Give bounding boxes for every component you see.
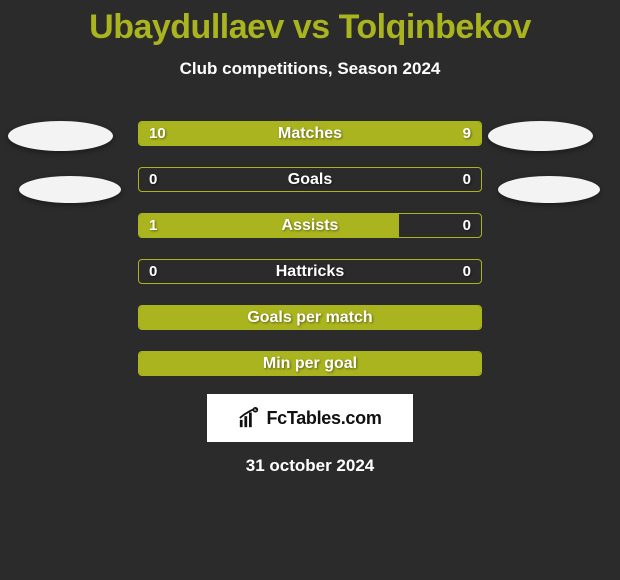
stat-label: Goals per match (139, 306, 481, 329)
subtitle: Club competitions, Season 2024 (0, 59, 620, 79)
stat-row: 00Goals (138, 167, 482, 192)
stat-row: 109Matches (138, 121, 482, 146)
stat-label: Min per goal (139, 352, 481, 375)
avatar-placeholder-right (498, 176, 600, 203)
page-title: Ubaydullaev vs Tolqinbekov (0, 0, 620, 47)
stat-row: Goals per match (138, 305, 482, 330)
stat-label: Matches (139, 122, 481, 145)
stat-row: 10Assists (138, 213, 482, 238)
date-label: 31 october 2024 (0, 456, 620, 476)
fctables-icon (238, 407, 260, 429)
avatar-placeholder-left (8, 121, 113, 151)
stat-row: Min per goal (138, 351, 482, 376)
logo-box: FcTables.com (207, 394, 413, 442)
logo-text: FcTables.com (266, 408, 381, 429)
avatar-placeholder-left (19, 176, 121, 203)
stat-row: 00Hattricks (138, 259, 482, 284)
stat-bars: 109Matches 00Goals 10Assists 00Hattricks Goa… (138, 121, 482, 376)
stat-label: Goals (139, 168, 481, 191)
stat-label: Assists (139, 214, 481, 237)
avatar-placeholder-right (488, 121, 593, 151)
stat-label: Hattricks (139, 260, 481, 283)
